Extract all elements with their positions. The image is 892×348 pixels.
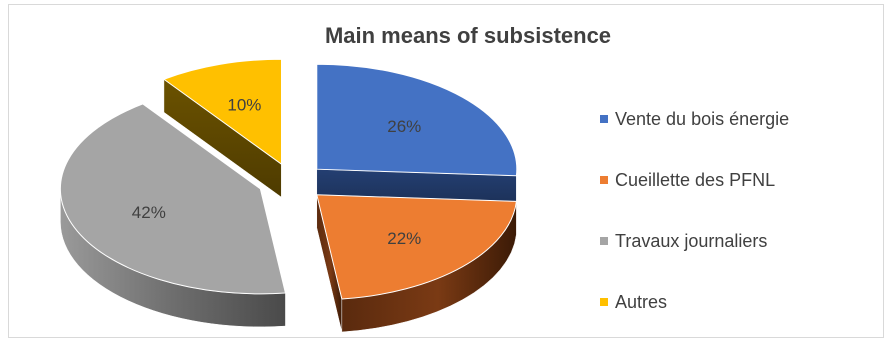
data-label: 26% bbox=[387, 117, 421, 136]
legend-label: Cueillette des PFNL bbox=[615, 170, 775, 191]
legend-label: Travaux journaliers bbox=[615, 231, 767, 252]
legend-swatch bbox=[600, 176, 608, 184]
legend-item: Autres bbox=[600, 287, 789, 317]
data-label: 22% bbox=[387, 229, 421, 248]
legend-swatch bbox=[600, 237, 608, 245]
legend-label: Autres bbox=[615, 292, 667, 313]
data-label: 10% bbox=[227, 95, 261, 114]
data-label: 42% bbox=[132, 203, 166, 222]
legend-item: Vente du bois énergie bbox=[600, 104, 789, 134]
legend-item: Travaux journaliers bbox=[600, 226, 789, 256]
legend: Vente du bois énergie Cueillette des PFN… bbox=[600, 104, 789, 348]
legend-label: Vente du bois énergie bbox=[615, 109, 789, 130]
slice-cueillette-pfnl bbox=[317, 195, 517, 332]
legend-item: Cueillette des PFNL bbox=[600, 165, 789, 195]
legend-swatch bbox=[600, 115, 608, 123]
slice-vente-du-bois bbox=[317, 64, 517, 209]
legend-swatch bbox=[600, 298, 608, 306]
